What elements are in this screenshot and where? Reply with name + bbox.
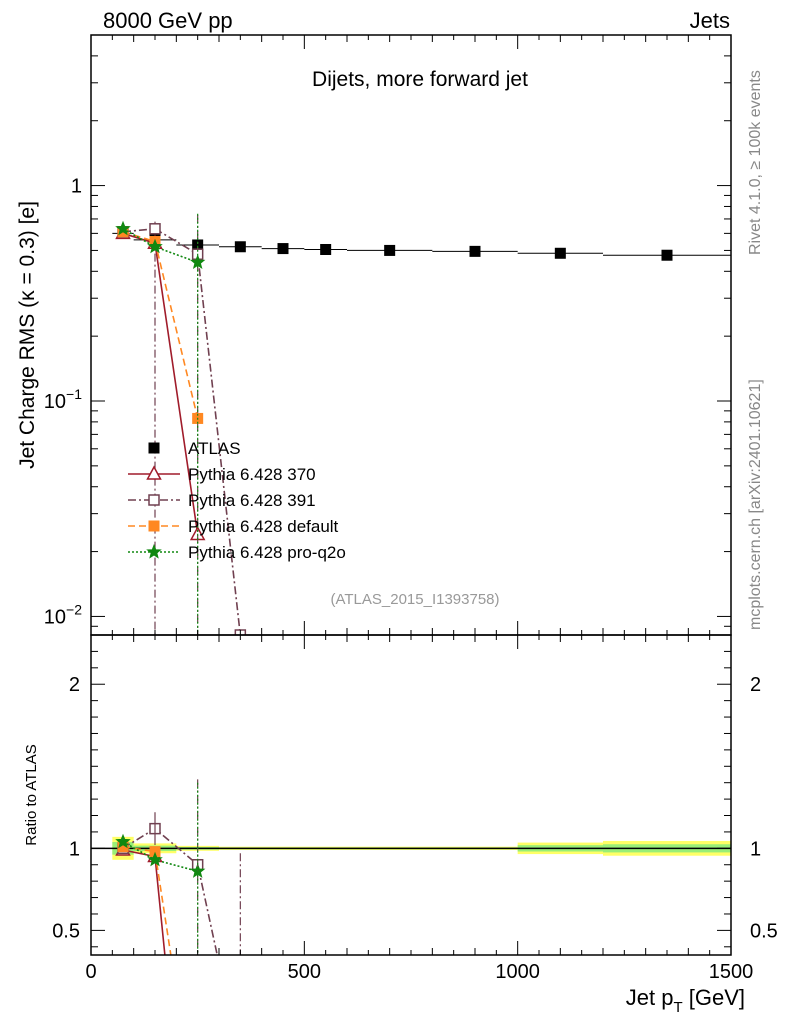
legend-marker-1 xyxy=(146,465,162,480)
series-4-point-2 xyxy=(189,254,206,270)
series-0-point-9 xyxy=(661,249,673,261)
series-0-point-6 xyxy=(384,244,396,256)
header-right: Jets xyxy=(690,8,730,33)
series-0 xyxy=(112,227,731,261)
ratio-tick-label-right-1: 1 xyxy=(750,838,761,860)
legend-label-2: Pythia 6.428 391 xyxy=(188,491,316,510)
y-tick-label-0: 1 xyxy=(71,176,82,198)
ratio-tick-label-right-0.5: 0.5 xyxy=(750,920,778,942)
legend-marker-4 xyxy=(146,543,162,559)
ratio-series-group xyxy=(115,779,241,955)
ratio-series-3-point-0 xyxy=(115,833,131,849)
legend-label-3: Pythia 6.428 default xyxy=(188,517,339,536)
x-tick-label-1000: 1000 xyxy=(495,961,540,983)
x-axis-label: Jet pT [GeV] xyxy=(626,985,745,1016)
y-axis-label-ratio: Ratio to ATLAS xyxy=(23,744,40,845)
series-4-point-0 xyxy=(115,220,131,236)
series-0-point-5 xyxy=(320,243,332,255)
legend: ATLAS Pythia 6.428 370 Pythia 6.428 391 Pyt… xyxy=(128,439,346,562)
ratio-series-2 xyxy=(117,841,172,955)
ratio-tick-label-left-0.5: 0.5 xyxy=(52,920,80,942)
ratio-series-0-line xyxy=(122,849,166,955)
series-3-line xyxy=(122,231,199,419)
x-tick-label-500: 500 xyxy=(288,961,321,983)
series-0-point-8 xyxy=(554,247,566,259)
x-tick-label-0: 0 xyxy=(85,961,96,983)
ratio-frame xyxy=(90,634,732,956)
axes-group: 0 500 1000 1500 1 10−1 10−2 0.5 0.5 1 1 2 2 xyxy=(44,34,778,983)
legend-item-0: ATLAS xyxy=(148,439,241,458)
ratio-tick-label-left-2: 2 xyxy=(69,674,80,696)
series-0-point-3 xyxy=(234,241,246,253)
main-frame xyxy=(90,34,732,636)
legend-label-1: Pythia 6.428 370 xyxy=(188,465,316,484)
legend-item-3: Pythia 6.428 default xyxy=(128,517,339,536)
legend-label-0: ATLAS xyxy=(188,439,241,458)
header-left: 8000 GeV pp xyxy=(103,8,233,33)
ratio-tick-label-left-1: 1 xyxy=(69,838,80,860)
ratio-tick-label-right-2: 2 xyxy=(750,674,761,696)
series-0-point-4 xyxy=(277,243,289,255)
legend-marker-0 xyxy=(148,442,160,454)
legend-item-2: Pythia 6.428 391 xyxy=(128,491,316,510)
ratio-series-1-line xyxy=(122,827,219,955)
mcplots-credit-label: mcplots.cern.ch [arXiv:2401.10621] xyxy=(747,379,764,630)
legend-item-4: Pythia 6.428 pro-q2o xyxy=(128,543,346,562)
legend-item-1: Pythia 6.428 370 xyxy=(128,465,316,484)
series-4-point-1 xyxy=(147,238,163,254)
ratio-series-2-point-1 xyxy=(149,846,161,858)
legend-marker-3 xyxy=(148,520,160,532)
plot-title: Dijets, more forward jet xyxy=(312,68,528,91)
series-2-line xyxy=(122,227,242,635)
y-tick-label-2: 10−2 xyxy=(44,601,82,628)
series-0-point-7 xyxy=(469,245,481,257)
main-series-group xyxy=(112,213,731,635)
rivet-version-label: Rivet 4.1.0, ≥ 100k events xyxy=(747,70,764,255)
y-axis-label-main: Jet Charge RMS (κ = 0.3) [e] xyxy=(16,201,39,469)
series-2-point-1 xyxy=(149,223,161,235)
x-tick-label-1500: 1500 xyxy=(709,961,754,983)
y-tick-label-1: 10−1 xyxy=(44,386,82,413)
series-4 xyxy=(115,213,206,635)
series-3 xyxy=(117,226,204,424)
series-1-line xyxy=(122,232,199,535)
legend-marker-2 xyxy=(148,494,160,506)
legend-label-4: Pythia 6.428 pro-q2o xyxy=(188,543,346,562)
ratio-series-3-point-1 xyxy=(147,851,163,867)
ratio-series-2-point-0 xyxy=(117,841,129,853)
analysis-watermark: (ATLAS_2015_I1393758) xyxy=(330,591,499,608)
ratio-uncertainty-bands xyxy=(91,836,731,860)
series-0-point-2 xyxy=(192,239,204,251)
